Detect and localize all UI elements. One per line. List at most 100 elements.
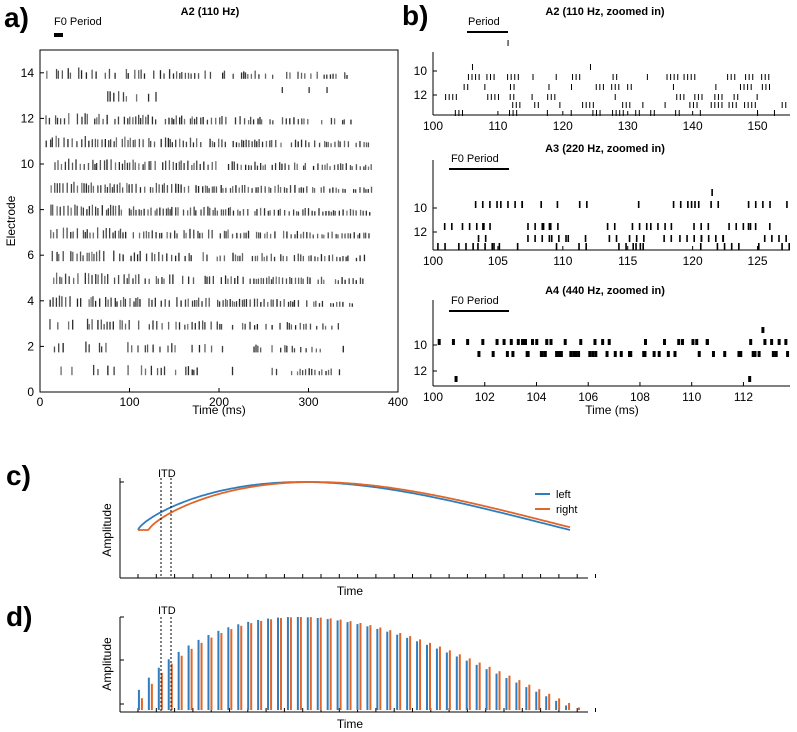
- panel-a-spike: [156, 321, 158, 330]
- panel-a-spike: [344, 233, 346, 239]
- panel-d-pulse-left: [306, 617, 309, 710]
- panel-a-spike: [193, 206, 195, 216]
- panel-b-spike: [591, 351, 595, 357]
- panel-d-pulse-right: [319, 617, 322, 710]
- panel-b-spike: [710, 102, 712, 108]
- panel-a-spike: [235, 301, 238, 307]
- panel-a-spike: [132, 140, 134, 148]
- panel-a-spike: [92, 232, 94, 239]
- panel-b-spike: [697, 351, 701, 357]
- panel-a-spike: [221, 345, 224, 353]
- panel-a-spike: [318, 142, 321, 148]
- panel-a-spike: [109, 183, 111, 193]
- panel-b-spike: [629, 351, 633, 357]
- panel-b-spike: [693, 235, 695, 242]
- panel-a-spike: [294, 184, 296, 193]
- panel-a-spike: [222, 188, 224, 193]
- panel-a-spike: [102, 230, 105, 239]
- panel-b1-period-label: Period: [468, 16, 500, 28]
- panel-b-ytick-label: 12: [414, 88, 428, 102]
- panel-a-spike: [236, 163, 239, 170]
- panel-a-spike: [241, 253, 244, 262]
- panel-a-spike: [286, 256, 288, 262]
- panel-a-spike: [230, 276, 232, 284]
- panel-a-spike: [95, 251, 98, 262]
- panel-a-spike: [312, 165, 315, 170]
- panel-a-spike: [85, 341, 87, 353]
- panel-b-spike: [535, 339, 539, 345]
- panel-a-spike: [327, 232, 329, 239]
- panel-b-spike: [664, 102, 666, 108]
- panel-a-spike: [297, 211, 300, 216]
- panel-a-spike: [296, 163, 298, 170]
- panel-a-spike: [196, 116, 198, 125]
- panel-b-xtick-label: 140: [683, 119, 703, 133]
- panel-a-spike: [359, 209, 362, 216]
- panel-a-spike: [148, 278, 150, 284]
- panel-a-spike: [112, 321, 114, 330]
- panel-a-spike: [286, 71, 288, 79]
- panel-a-spike: [87, 185, 90, 193]
- panel-a-spike: [114, 205, 117, 216]
- panel-a-spike: [290, 234, 292, 239]
- panel-b-spike: [625, 102, 627, 108]
- panel-d-ylabel: Amplitude: [100, 637, 114, 691]
- panel-a-spike: [171, 142, 173, 148]
- panel-a-spike: [131, 345, 133, 353]
- panel-a-spike: [61, 277, 63, 284]
- panel-a-spike: [148, 231, 150, 239]
- panel-a-spike: [250, 73, 253, 79]
- panel-a-spike: [127, 73, 129, 79]
- panel-a-spike: [94, 138, 97, 148]
- panel-a-spike: [188, 253, 190, 262]
- panel-a-spike: [93, 253, 95, 262]
- panel-a-spike: [324, 164, 326, 170]
- panel-b-spike: [549, 223, 552, 230]
- panel-b-spike: [778, 235, 780, 242]
- panel-a-spike: [108, 68, 111, 79]
- panel-b-spike: [601, 339, 605, 345]
- panel-a-spike: [114, 118, 116, 125]
- panel-a-spike: [101, 205, 103, 216]
- panel-a-ticks: 0 100 200 300 400 0 2 4 6 8 10 12 14: [21, 66, 409, 409]
- panel-a-spike: [128, 184, 130, 193]
- panel-a-spike: [171, 343, 173, 353]
- panel-a-spike: [302, 231, 305, 239]
- panel-a-spike: [355, 142, 357, 148]
- panel-a-spike: [255, 278, 257, 284]
- panel-a-spike: [290, 277, 293, 284]
- panel-a-spike: [238, 298, 241, 307]
- panel-b-spike: [769, 84, 771, 90]
- panel-a-spike: [305, 140, 307, 148]
- panel-a-spike: [334, 210, 336, 216]
- panel-d-pulse-left: [366, 626, 369, 710]
- panel-a-spike: [210, 345, 213, 353]
- panel-a-xlabel: Time (ms): [192, 403, 246, 417]
- panel-a-spike: [117, 91, 120, 102]
- panel-b-spike: [461, 223, 464, 230]
- panel-a-spike: [346, 210, 348, 216]
- panel-b-xtick-label: 100: [423, 254, 443, 268]
- panel-a-spike: [323, 234, 325, 239]
- panel-a-spike: [183, 230, 185, 239]
- panel-b-spike: [700, 235, 703, 242]
- panel-a-spike: [204, 322, 206, 330]
- panel-a-spike: [185, 141, 188, 148]
- panel-b-spike: [699, 110, 701, 116]
- panel-b-spike: [700, 223, 702, 230]
- panel-a-spike: [235, 185, 237, 193]
- panel-a-spike: [135, 94, 138, 102]
- panel-a-spike: [327, 141, 329, 148]
- panel-a-spike: [109, 139, 112, 148]
- panel-a-spike: [208, 188, 210, 193]
- panel-b-spike: [515, 102, 517, 108]
- panel-a-spike: [266, 255, 268, 262]
- panel-a-spike: [202, 186, 204, 193]
- panel-d-pulse-left: [217, 630, 220, 710]
- panel-a-spike: [325, 141, 328, 148]
- panel-a-spike: [65, 297, 67, 307]
- panel-b-spike: [595, 110, 597, 116]
- panel-a-spike: [76, 185, 79, 193]
- panel-a-spike: [255, 231, 258, 239]
- panel-a-xtick-label: 200: [209, 395, 229, 409]
